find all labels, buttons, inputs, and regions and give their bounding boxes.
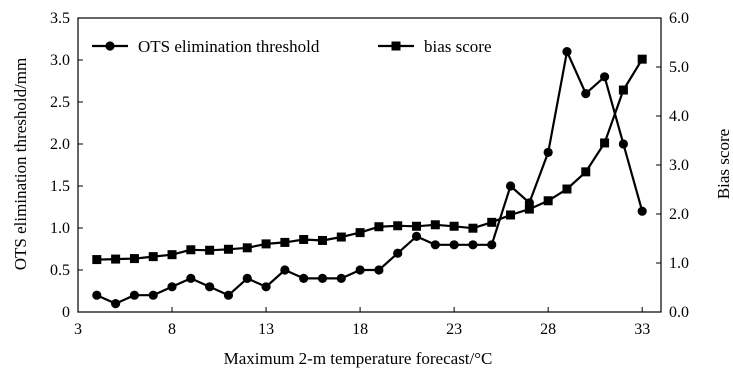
bias-score-point <box>317 235 327 245</box>
ots-threshold-point <box>430 240 440 250</box>
bias-score-point <box>167 250 177 260</box>
bias-score-point <box>581 167 591 177</box>
y-left-tick-label: 0.5 <box>50 262 70 279</box>
ots-threshold-point <box>167 282 177 292</box>
legend-bias-score-marker <box>391 41 401 51</box>
bias-score-point <box>618 85 628 95</box>
legend-bias-score-label: bias score <box>424 37 492 56</box>
ots-threshold-series-line <box>96 50 644 305</box>
x-tick-label: 3 <box>74 321 82 338</box>
ots-threshold-point <box>148 290 158 300</box>
bias-score-point <box>355 228 365 238</box>
ots-threshold-point <box>223 290 234 300</box>
bias-score-point <box>336 232 346 242</box>
ots-threshold-point <box>336 273 346 283</box>
x-tick-label: 33 <box>634 321 650 338</box>
ots-threshold-point <box>280 265 290 275</box>
y-left-tick-label: 1.5 <box>50 178 70 195</box>
bias-score-point <box>223 244 233 254</box>
y-left-tick-label: 1.0 <box>50 220 70 237</box>
x-tick-label: 28 <box>540 321 556 338</box>
bias-score-point <box>600 138 610 148</box>
ots-threshold-point <box>637 206 647 216</box>
ots-threshold-point <box>299 273 309 283</box>
ots-threshold-point <box>374 265 384 275</box>
bias-score-point <box>242 243 252 253</box>
bias-score-point <box>562 184 572 194</box>
y-left-axis-title: OTS elimination threshold/mm <box>11 58 30 270</box>
bias-score-point <box>637 54 647 64</box>
ots-threshold-point <box>449 240 459 250</box>
y-right-tick-label: 0.0 <box>669 304 689 321</box>
bias-score-point <box>487 217 497 227</box>
x-axis-title: Maximum 2-m temperature forecast/°C <box>224 349 493 368</box>
bias-score-point <box>261 239 271 249</box>
ots-threshold-point <box>242 273 252 283</box>
plot-frame <box>77 17 662 313</box>
ots-threshold-point <box>317 273 328 283</box>
ots-threshold-point <box>599 72 610 82</box>
ots-threshold-point <box>393 248 403 258</box>
ots-threshold-point <box>618 139 628 149</box>
bias-score-point <box>543 196 553 206</box>
ots-threshold-point <box>92 290 102 300</box>
ots-threshold-point <box>129 290 140 300</box>
bias-score-point <box>412 221 422 231</box>
y-right-tick-label: 2.0 <box>669 206 689 223</box>
legend-ots-threshold-label: OTS elimination threshold <box>138 37 320 56</box>
ots-threshold-point <box>355 265 365 275</box>
bias-score-point <box>148 252 158 262</box>
ots-threshold-point <box>505 181 516 191</box>
x-tick-label: 23 <box>446 321 462 338</box>
y-right-tick-label: 4.0 <box>669 108 689 125</box>
x-tick-label: 8 <box>168 321 176 338</box>
bias-score-point <box>205 245 215 255</box>
bias-score-point <box>430 220 440 230</box>
ots-threshold-point <box>562 47 572 57</box>
bias-score-point <box>299 234 309 244</box>
ots-threshold-point <box>261 282 271 292</box>
ots-threshold-point <box>468 240 478 250</box>
bias-score-point <box>92 255 102 265</box>
y-right-tick-label: 5.0 <box>669 59 689 76</box>
ots-threshold-point <box>543 147 553 157</box>
y-left-tick-label: 3.5 <box>50 10 70 27</box>
y-right-tick-label: 1.0 <box>669 255 689 272</box>
axes: 3 8 13 18 23 28 33 0 0.5 1.0 1.5 2.0 2.5 3.0 3.5 0.0 1.0… <box>50 10 689 338</box>
x-tick-label: 18 <box>352 321 368 338</box>
ots-threshold-point <box>205 282 215 292</box>
series-layer <box>92 47 647 309</box>
bias-score-point <box>393 221 403 231</box>
bias-score-point <box>111 254 121 264</box>
ots-threshold-point <box>111 299 121 309</box>
bias-score-point <box>468 223 478 233</box>
ots-threshold-point <box>581 89 591 99</box>
ots-threshold-point <box>411 231 422 241</box>
bias-score-point <box>449 221 459 231</box>
bias-score-point <box>524 204 534 214</box>
bias-score-point <box>186 245 196 255</box>
y-left-tick-label: 2.0 <box>50 136 70 153</box>
y-left-tick-label: 2.5 <box>50 94 70 111</box>
x-tick-label: 13 <box>258 321 274 338</box>
bias-score-point <box>506 210 516 220</box>
y-right-tick-label: 3.0 <box>669 157 689 174</box>
bias-score-point <box>280 237 290 247</box>
legend: OTS elimination threshold bias score <box>92 37 492 56</box>
bias-score-point <box>374 222 384 232</box>
ots-threshold-point <box>487 240 497 250</box>
legend-ots-threshold-marker <box>105 41 115 51</box>
ots-threshold-point <box>186 273 196 283</box>
y-right-axis-title: Bias score <box>714 129 733 199</box>
y-right-tick-label: 6.0 <box>669 10 689 27</box>
y-left-tick-label: 3.0 <box>50 52 70 69</box>
bias-score-point <box>129 254 139 264</box>
y-left-tick-label: 0 <box>62 304 70 321</box>
